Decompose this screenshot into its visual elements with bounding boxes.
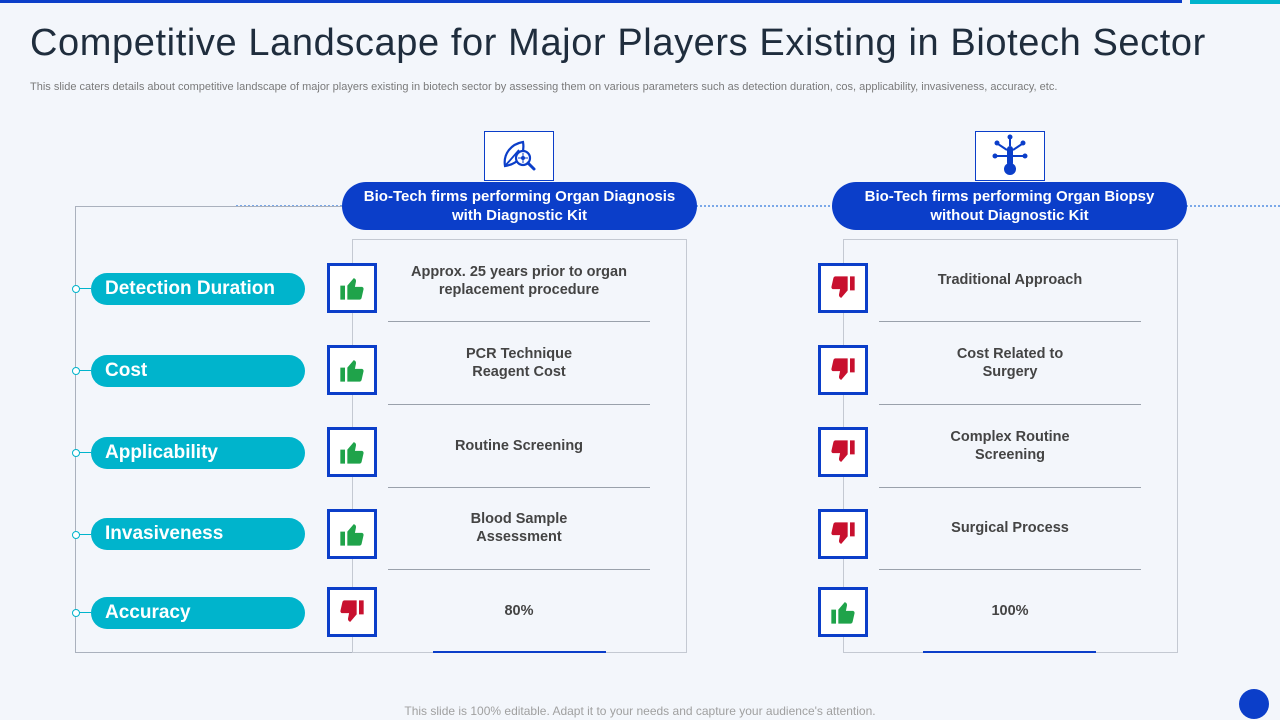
thumbs-up-icon <box>327 427 377 477</box>
row-separator <box>388 487 650 488</box>
cell-text: Traditional Approach <box>937 272 1083 288</box>
column-header-1-line1: Bio-Tech firms performing Organ Diagnosi… <box>363 188 676 205</box>
footer-note: This slide is 100% editable. Adapt it to… <box>404 704 876 718</box>
column-header-2: Bio-Tech firms performing Organ Biopsy wi… <box>832 182 1187 230</box>
thumbs-up-icon <box>327 509 377 559</box>
thumbs-down-icon <box>818 509 868 559</box>
connector-line <box>79 288 91 289</box>
column-panel-2 <box>843 239 1178 653</box>
dotted-line-middle <box>696 205 834 207</box>
thumbs-down-icon <box>327 587 377 637</box>
panel-base-bar <box>923 651 1096 653</box>
row-separator <box>879 569 1141 570</box>
cell-text: Surgical Process <box>951 520 1069 536</box>
thermometer-network-icon <box>975 131 1045 181</box>
dotted-line-right <box>1186 205 1280 207</box>
cell-text: 100% <box>991 603 1029 619</box>
row-separator <box>388 321 650 322</box>
parameter-label: Cost <box>105 360 148 381</box>
cell-text: 80% <box>504 603 534 619</box>
parameter-pill-detection-duration: Detection Duration <box>91 273 305 305</box>
connector-line <box>79 370 91 371</box>
thumbs-up-icon <box>327 263 377 313</box>
connector-node <box>72 449 80 457</box>
cell-text: PCR Technique Reagent Cost <box>465 346 573 380</box>
column-header-2-line1: Bio-Tech firms performing Organ Biopsy <box>864 188 1155 205</box>
cell-text: Cost Related to Surgery <box>956 346 1064 380</box>
parameter-pill-invasiveness: Invasiveness <box>91 518 305 550</box>
parameter-pill-applicability: Applicability <box>91 437 305 469</box>
corner-decoration-dot <box>1239 689 1269 719</box>
parameter-pill-cost: Cost <box>91 355 305 387</box>
row-separator <box>879 404 1141 405</box>
cell-text: Complex Routine Screening <box>950 429 1070 463</box>
row-separator <box>879 321 1141 322</box>
column-header-2-line2: without Diagnostic Kit <box>930 207 1089 224</box>
row-separator <box>388 569 650 570</box>
row-separator <box>388 404 650 405</box>
thumbs-up-icon <box>327 345 377 395</box>
column-header-1: Bio-Tech firms performing Organ Diagnosi… <box>342 182 697 230</box>
row-separator <box>879 487 1141 488</box>
cell-text: Blood Sample Assessment <box>470 511 568 545</box>
parameter-frame <box>75 206 353 653</box>
parameter-label: Invasiveness <box>105 523 224 544</box>
cell-text: Approx. 25 years prior to organ replaceme… <box>411 264 627 298</box>
connector-line <box>79 534 91 535</box>
cell-text: Routine Screening <box>454 438 584 454</box>
panel-base-bar <box>433 651 606 653</box>
connector-node <box>72 285 80 293</box>
thumbs-down-icon <box>818 345 868 395</box>
thumbs-up-icon <box>818 587 868 637</box>
thumbs-down-icon <box>818 263 868 313</box>
connector-node <box>72 367 80 375</box>
parameter-label: Accuracy <box>105 602 191 623</box>
page-subtitle: This slide caters details about competit… <box>30 81 1058 93</box>
leaf-magnifier-icon <box>484 131 554 181</box>
top-accent-bar-cyan <box>1190 0 1280 4</box>
connector-line <box>79 452 91 453</box>
top-accent-bar <box>0 0 1182 3</box>
connector-line <box>79 612 91 613</box>
column-header-1-line2: with Diagnostic Kit <box>452 207 587 224</box>
page-title: Competitive Landscape for Major Players … <box>30 22 1206 64</box>
parameter-pill-accuracy: Accuracy <box>91 597 305 629</box>
parameter-label: Detection Duration <box>105 278 275 299</box>
connector-node <box>72 531 80 539</box>
connector-node <box>72 609 80 617</box>
parameter-label: Applicability <box>105 442 218 463</box>
thumbs-down-icon <box>818 427 868 477</box>
